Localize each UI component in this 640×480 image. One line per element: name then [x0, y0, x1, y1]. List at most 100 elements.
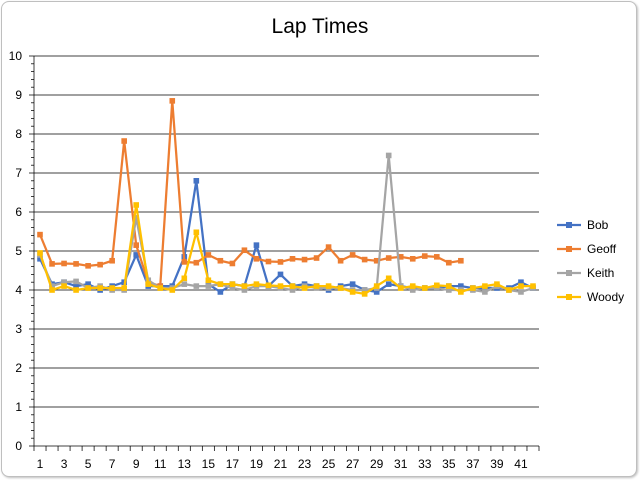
- series-bob: [37, 178, 536, 295]
- legend-label: Woody: [587, 290, 624, 304]
- data-point: [229, 285, 236, 291]
- data-point: [518, 283, 524, 289]
- data-point: [169, 98, 176, 104]
- data-point: [325, 283, 332, 289]
- x-tick-label: 27: [346, 457, 360, 471]
- y-tick-label: 7: [15, 166, 22, 180]
- data-point: [253, 242, 260, 248]
- y-tick-label: 1: [15, 400, 22, 414]
- data-point: [446, 259, 452, 266]
- data-point: [409, 283, 416, 289]
- y-tick-label: 8: [15, 127, 22, 141]
- data-point: [241, 247, 248, 254]
- legend-marker: [566, 270, 572, 276]
- data-point: [133, 242, 139, 248]
- x-tick-label: 21: [274, 457, 288, 471]
- data-point: [265, 258, 272, 265]
- x-tick-label: 15: [202, 457, 216, 471]
- data-point: [385, 281, 392, 287]
- data-point: [361, 287, 368, 293]
- data-point: [85, 281, 91, 287]
- series-line: [38, 154, 534, 294]
- data-point: [373, 257, 380, 264]
- legend-item-geoff: Geoff: [557, 242, 617, 256]
- data-point: [229, 281, 236, 287]
- data-point: [49, 287, 55, 293]
- data-point: [337, 285, 344, 291]
- data-point: [205, 252, 212, 258]
- series-woody: [37, 202, 536, 297]
- data-point: [337, 257, 344, 264]
- data-point: [253, 281, 260, 287]
- y-tick-label: 5: [15, 244, 22, 258]
- data-point: [241, 283, 248, 289]
- y-tick-label: 6: [15, 205, 22, 219]
- data-point: [397, 254, 404, 260]
- data-point: [349, 289, 356, 295]
- data-point: [458, 283, 464, 289]
- data-point: [73, 283, 79, 289]
- data-point: [434, 282, 440, 289]
- legend-label: Bob: [587, 218, 609, 232]
- data-point: [506, 287, 512, 293]
- y-tick-label: 4: [15, 283, 22, 297]
- data-point: [85, 285, 91, 291]
- data-point: [145, 281, 152, 287]
- data-point: [385, 152, 392, 159]
- data-point: [73, 261, 79, 267]
- data-point: [313, 255, 320, 261]
- data-point: [518, 289, 524, 295]
- data-point: [97, 285, 103, 291]
- data-point: [61, 283, 67, 289]
- data-point: [133, 252, 139, 258]
- data-point: [458, 289, 464, 295]
- data-point: [482, 289, 488, 295]
- data-point: [289, 283, 296, 289]
- data-point: [277, 283, 284, 289]
- data-point: [361, 256, 368, 263]
- data-point: [37, 256, 43, 262]
- series-group: [37, 98, 536, 297]
- data-point: [241, 287, 248, 293]
- data-point: [73, 278, 79, 285]
- data-point: [421, 285, 428, 291]
- x-tick-label: 9: [133, 457, 140, 471]
- data-point: [421, 253, 428, 259]
- data-point: [397, 285, 404, 291]
- data-point: [97, 261, 103, 268]
- data-point: [217, 281, 224, 287]
- legend: Bob Geoff Keith Woody: [557, 218, 624, 304]
- data-point: [157, 285, 164, 291]
- y-tick-label: 3: [15, 322, 22, 336]
- data-point: [373, 283, 380, 289]
- data-point: [109, 285, 115, 291]
- x-tick-label: 33: [418, 457, 432, 471]
- data-point: [133, 202, 139, 208]
- x-tick-label: 37: [466, 457, 480, 471]
- y-tick-label: 10: [9, 49, 23, 63]
- legend-label: Keith: [587, 266, 614, 280]
- data-point: [121, 285, 127, 291]
- data-point: [373, 289, 380, 295]
- data-point: [193, 178, 200, 184]
- data-point: [409, 256, 416, 262]
- data-point: [61, 260, 67, 267]
- data-point: [518, 279, 524, 285]
- data-point: [313, 283, 320, 289]
- y-tick-label: 2: [15, 361, 22, 375]
- legend-marker: [566, 222, 572, 228]
- data-point: [434, 254, 440, 260]
- series-keith: [37, 152, 536, 295]
- data-point: [277, 259, 284, 265]
- series-geoff: [37, 98, 464, 289]
- data-point: [385, 255, 392, 261]
- data-point: [229, 260, 236, 267]
- x-tick-label: 41: [514, 457, 528, 471]
- data-point: [325, 244, 332, 250]
- legend-item-keith: Keith: [557, 266, 614, 280]
- axes: [29, 55, 540, 451]
- data-point: [385, 275, 392, 282]
- x-axis-ticks: 1 3 5 7 9 11 13 15 17 19 21 23 25 27 29 31 33 35 37 39 41: [37, 457, 528, 471]
- x-tick-label: 31: [394, 457, 408, 471]
- data-point: [494, 281, 500, 287]
